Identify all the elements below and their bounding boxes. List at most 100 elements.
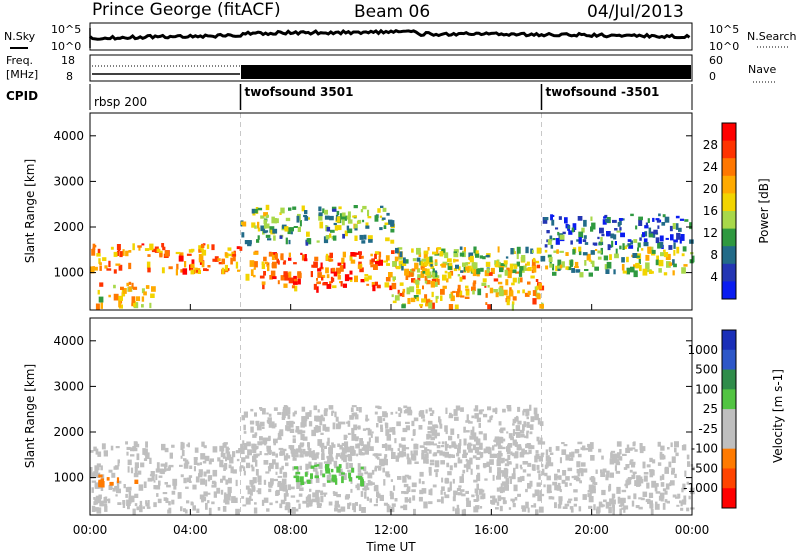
heatmap-cell [281,412,286,419]
heatmap-cell [277,437,282,440]
heatmap-cell [161,267,165,274]
beam-title: Beam 06 [354,2,430,22]
heatmap-cell [632,253,638,258]
heatmap-cell [394,498,398,502]
heatmap-cell [509,263,514,270]
heatmap-cell [681,487,684,493]
heatmap-cell [377,208,381,213]
colorbar-tick-label: 12 [703,226,718,240]
heatmap-cell [633,441,636,445]
heatmap-cell [358,504,362,511]
heatmap-cell [384,222,389,225]
heatmap-cell [362,488,365,491]
heatmap-cell [90,467,93,474]
heatmap-cell [254,502,257,505]
heatmap-cell [582,445,586,451]
heatmap-cell [339,446,343,450]
heatmap-cell [391,452,396,459]
heatmap-cell [281,478,287,485]
heatmap-cell [177,492,180,499]
heatmap-cell [166,468,171,471]
heatmap-cell [390,228,395,233]
heatmap-cell [613,269,616,275]
heatmap-cell [250,489,253,496]
heatmap-cell [337,508,341,513]
time-axis: 00:00 04:00 08:00 12:00 16:00 20:00 00:00 [73,304,709,537]
heatmap-cell [465,266,470,271]
heatmap-cell [271,425,276,429]
heatmap-cell [260,408,264,411]
heatmap-cell [350,407,354,413]
heatmap-cell [485,261,491,267]
heatmap-cell [373,264,378,270]
heatmap-cell [314,475,319,479]
heatmap-cell [355,475,359,479]
heatmap-cell [138,470,142,475]
heatmap-cell [423,250,429,255]
heatmap-cell [225,479,229,485]
heatmap-cell [331,444,336,448]
heatmap-cell [134,462,139,469]
heatmap-cell [532,266,537,273]
heatmap-cell [588,505,593,509]
heatmap-cell [162,246,166,251]
heatmap-cell [266,445,271,452]
heatmap-cell [257,488,262,495]
heatmap-cell [317,268,322,272]
heatmap-cell [374,436,379,443]
heatmap-cell [611,240,614,248]
heatmap-cell [382,467,385,473]
heatmap-cell [513,264,518,269]
heatmap-cell [368,239,373,243]
heatmap-cell [446,462,450,468]
heatmap-cell [418,412,423,416]
heatmap-cell [554,502,557,509]
heatmap-cell [316,464,320,467]
heatmap-cell [130,454,135,457]
heatmap-cell [412,455,417,461]
heatmap-cell [655,501,658,509]
heatmap-cell [431,302,435,309]
heatmap-cell [534,489,540,496]
heatmap-cell [418,478,421,484]
colorbar-tick-label: 25 [703,402,718,416]
heatmap-cell [466,500,471,507]
heatmap-cell [458,485,462,488]
heatmap-cell [141,288,145,294]
heatmap-cell [531,249,534,253]
heatmap-cell [241,415,245,421]
heatmap-cell [384,412,388,418]
heatmap-cell [436,247,439,255]
heatmap-cell [462,454,467,458]
heatmap-cell [361,507,366,513]
heatmap-cell [411,248,414,253]
heatmap-cell [465,490,469,494]
heatmap-cell [564,503,570,507]
frequency-panel: Freq. [MHz] 18 8 60 0 Nave [6,54,776,83]
heatmap-cell [453,251,457,254]
heatmap-cell [198,258,203,263]
heatmap-cell [372,453,377,456]
heatmap-cell [412,429,416,436]
heatmap-cell [133,301,136,307]
heatmap-cell [627,495,631,500]
heatmap-cell [448,435,453,441]
heatmap-cell [425,268,430,276]
heatmap-cell [377,416,382,422]
heatmap-cell [450,454,453,458]
heatmap-cell [638,497,643,500]
heatmap-cell [614,241,617,245]
heatmap-cell [103,450,108,457]
heatmap-cell [494,264,499,268]
heatmap-cell [198,254,204,261]
heatmap-cell [107,498,111,504]
heatmap-cell [198,473,203,478]
heatmap-cell [102,503,108,507]
heatmap-cell [354,275,358,283]
heatmap-cell [397,448,400,451]
heatmap-cell [453,462,458,468]
heatmap-cell [451,454,455,458]
heatmap-cell [184,261,187,268]
heatmap-cell [407,475,412,480]
